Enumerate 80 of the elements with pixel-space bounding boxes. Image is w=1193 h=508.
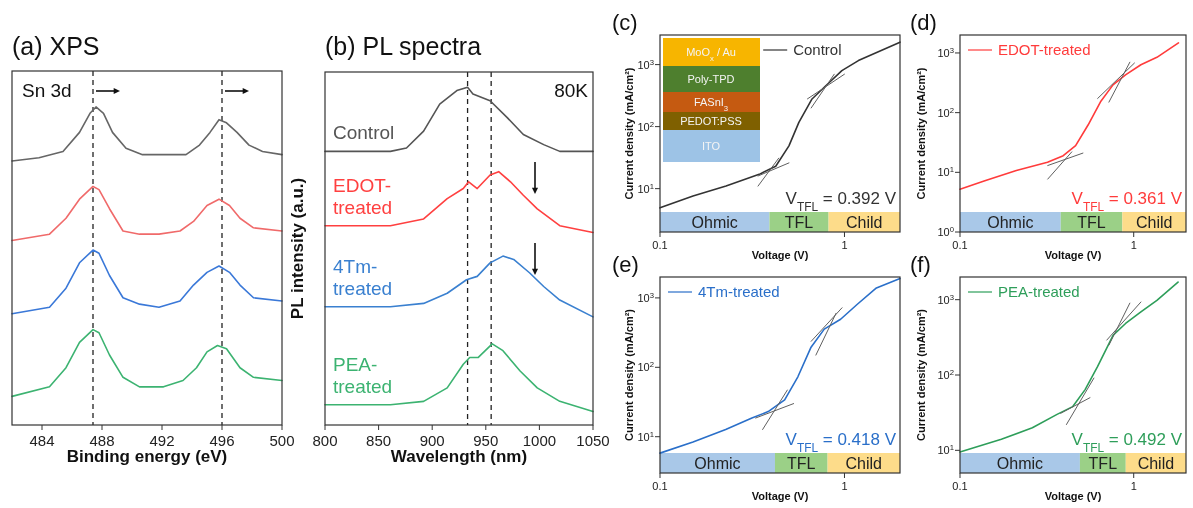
- band-label: Ohmic: [691, 214, 738, 231]
- band-label: TFL: [1077, 214, 1106, 231]
- series-label: EDOT-treated: [333, 174, 393, 218]
- band-label: TFL: [787, 455, 816, 472]
- legend-label: Control: [793, 41, 842, 58]
- x-tick-label: 900: [419, 432, 445, 449]
- x-tick-label: 0.1: [952, 480, 968, 492]
- annotation: ITO: [701, 140, 721, 152]
- annotation: 80K: [554, 80, 589, 101]
- x-tick-label: 484: [29, 432, 55, 449]
- band-label: Child: [1137, 455, 1175, 472]
- x-axis-title: Voltage (V): [1044, 249, 1102, 261]
- y-tick-label: 10$^{1}$: [937, 442, 954, 457]
- chart-title: (b) PL spectra: [325, 32, 482, 60]
- y-tick-label: 10$^{1}$: [937, 164, 954, 179]
- y-axis-title: PL intensity (a.u.): [288, 177, 307, 320]
- y-tick-label: 10$^{2}$: [937, 367, 954, 381]
- band-label: Child: [1135, 214, 1173, 231]
- annotation: V$_{TFL}$ = 0.361 V: [1071, 189, 1183, 214]
- chart-title: (f): [910, 252, 931, 277]
- x-axis-title: Voltage (V): [751, 249, 809, 261]
- x-tick-label: 1: [841, 239, 848, 251]
- band-label: TFL: [1088, 455, 1118, 472]
- x-tick-label: 500: [269, 432, 295, 449]
- x-tick-label: 488: [89, 432, 115, 449]
- y-axis-title: Current density (mA/cm²): [915, 308, 927, 442]
- y-tick-label: 10$^{3}$: [637, 290, 654, 304]
- series-label: Control: [333, 122, 395, 144]
- annotation: MoO$_{x}$ / Au: [686, 46, 736, 63]
- chart-title: (c): [612, 10, 638, 35]
- series-label: PEA-treated: [333, 353, 393, 397]
- x-tick-label: 850: [366, 432, 392, 449]
- y-tick-label: 10$^{3}$: [937, 45, 954, 59]
- x-axis-title: Voltage (V): [751, 490, 809, 502]
- x-axis-title: Wavelength (nm): [390, 447, 528, 466]
- y-tick-label: 10$^{2}$: [937, 105, 954, 119]
- x-tick-label: 1: [841, 480, 848, 492]
- x-tick-label: 0.1: [652, 480, 668, 492]
- legend-label: 4Tm-treated: [698, 283, 780, 300]
- y-tick-label: 10$^{0}$: [937, 224, 954, 238]
- x-tick-label: 496: [209, 432, 235, 449]
- band-label: Ohmic: [996, 455, 1044, 472]
- x-tick-label: 1: [1130, 239, 1137, 251]
- annotation: PEDOT:PSS: [680, 115, 742, 127]
- y-tick-label: 10$^{2}$: [637, 119, 654, 133]
- text: Sn 3d: [22, 80, 72, 101]
- chart-title: (d): [910, 10, 937, 35]
- band-label: Ohmic: [694, 455, 741, 472]
- x-tick-label: 950: [473, 432, 499, 449]
- y-axis-title: Current density (mA/cm²): [623, 67, 635, 200]
- x-tick-label: 0.1: [652, 239, 668, 251]
- y-tick-label: 10$^{1}$: [637, 181, 654, 195]
- x-tick-label: 1: [1130, 480, 1137, 492]
- chart-title: (a) XPS: [12, 32, 100, 60]
- band-label: Ohmic: [987, 214, 1034, 231]
- x-tick-label: 800: [312, 432, 338, 449]
- annotation: FASnI$_{3}$: [693, 96, 729, 113]
- y-tick-label: 10$^{3}$: [637, 57, 654, 71]
- legend-label: PEA-treated: [998, 283, 1080, 300]
- y-axis-title: Current density (mA/cm²): [915, 67, 927, 200]
- y-tick-label: 10$^{1}$: [637, 429, 654, 443]
- annotation: V$_{TFL}$ = 0.492 V: [1071, 430, 1183, 455]
- band-label: Child: [845, 455, 883, 472]
- y-tick-label: 10$^{2}$: [637, 359, 654, 374]
- legend-label: EDOT-treated: [998, 41, 1091, 58]
- x-tick-label: 492: [149, 432, 175, 449]
- x-tick-label: 1050: [576, 432, 610, 449]
- chart-title: (e): [612, 252, 639, 277]
- y-tick-label: 10$^{3}$: [937, 292, 954, 306]
- annotation: V$_{TFL}$ = 0.392 V: [785, 189, 897, 214]
- y-axis-title: Current density (mA/cm²): [623, 308, 635, 442]
- x-axis-title: Binding energy (eV): [66, 447, 228, 466]
- annotation: Poly-TPD: [687, 73, 735, 85]
- band-label: TFL: [784, 214, 814, 231]
- x-tick-label: 0.1: [952, 239, 968, 251]
- series-label: 4Tm-treated: [333, 255, 393, 299]
- x-tick-label: 1000: [522, 432, 557, 449]
- x-axis-title: Voltage (V): [1044, 490, 1102, 502]
- annotation: V$_{TFL}$ = 0.418 V: [785, 430, 897, 455]
- band-label: Child: [846, 214, 883, 231]
